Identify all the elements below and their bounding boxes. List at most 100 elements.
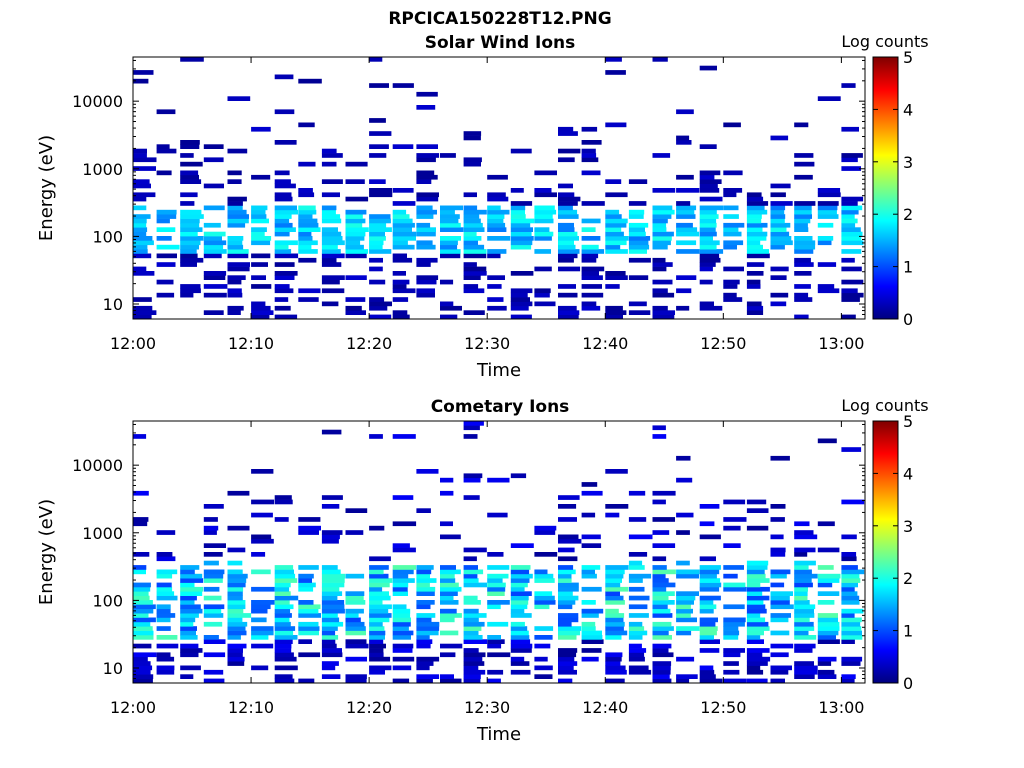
heatmap-cell	[369, 586, 383, 592]
heatmap-cell	[416, 292, 435, 298]
heatmap-cell	[416, 674, 440, 679]
heatmap-cell	[841, 635, 863, 640]
heatmap-cell	[487, 275, 505, 280]
heatmap-cell	[605, 586, 629, 592]
heatmap-cell	[534, 205, 555, 211]
heatmap-cell	[463, 652, 486, 658]
heatmap-cell	[605, 227, 622, 232]
heatmap-cell	[723, 604, 745, 610]
heatmap-cell	[628, 613, 649, 618]
heatmap-cell	[676, 209, 695, 215]
heatmap-cell	[817, 205, 838, 211]
heatmap-cell	[133, 148, 147, 154]
heatmap-cell	[605, 578, 622, 583]
heatmap-cell	[463, 578, 479, 583]
heatmap-cell	[628, 201, 647, 206]
heatmap-cell	[227, 148, 248, 154]
heatmap-cell	[392, 279, 410, 285]
heatmap-cell	[227, 591, 243, 596]
heatmap-cell	[558, 305, 577, 311]
heatmap-cell	[369, 131, 392, 136]
heatmap-cell	[676, 512, 694, 518]
heatmap-cell	[676, 573, 699, 579]
heatmap-cell	[558, 648, 578, 653]
heatmap-cell	[463, 565, 478, 570]
heatmap-cell	[463, 288, 485, 294]
heatmap-cell	[534, 209, 557, 215]
heatmap-cell	[794, 560, 816, 566]
heatmap-cell	[652, 222, 667, 228]
heatmap-cell	[463, 678, 481, 684]
heatmap-cell	[628, 222, 649, 228]
heatmap-cell	[817, 674, 837, 679]
heatmap-cell	[628, 669, 652, 675]
heatmap-cell	[321, 595, 338, 601]
heatmap-cell	[440, 244, 458, 250]
heatmap-cell	[652, 425, 666, 431]
x-tick-label: 12:00	[110, 334, 156, 353]
heatmap-cell	[699, 674, 716, 679]
heatmap-cell	[746, 301, 762, 307]
heatmap-cell	[369, 57, 383, 62]
heatmap-cell	[510, 240, 533, 246]
heatmap-cell	[227, 573, 248, 579]
heatmap-cell	[440, 613, 462, 618]
heatmap-cell	[581, 639, 604, 644]
heatmap-cell	[133, 153, 147, 158]
heatmap-cell	[133, 595, 150, 601]
heatmap-cell	[369, 434, 383, 439]
heatmap-cell	[298, 582, 316, 588]
heatmap-cell	[321, 608, 345, 614]
heatmap-cell	[581, 512, 596, 518]
heatmap-cell	[180, 621, 194, 627]
heatmap-cell	[274, 565, 294, 570]
heatmap-cell	[746, 196, 764, 202]
heatmap-cell	[227, 656, 245, 662]
heatmap-cell	[841, 218, 858, 224]
heatmap-cell	[180, 586, 204, 592]
heatmap-cell	[392, 569, 414, 575]
heatmap-cell	[841, 674, 856, 679]
heatmap-cell	[746, 262, 765, 267]
heatmap-cell	[274, 231, 290, 237]
heatmap-cell	[510, 608, 525, 614]
heatmap-cell	[251, 209, 266, 215]
heatmap-cell	[392, 543, 410, 548]
heatmap-cell	[227, 214, 249, 219]
heatmap-cell	[133, 222, 147, 228]
heatmap-cell	[416, 231, 436, 237]
heatmap-cell	[794, 240, 816, 246]
heatmap-cell	[227, 249, 249, 254]
heatmap-cell	[487, 249, 507, 254]
heatmap-cell	[180, 222, 200, 228]
heatmap-cell	[392, 547, 416, 553]
panel-title: Solar Wind Ions	[425, 33, 576, 53]
heatmap-cell	[369, 569, 384, 575]
heatmap-cell	[723, 621, 745, 627]
heatmap-cell	[416, 643, 431, 649]
heatmap-cell	[180, 613, 199, 618]
heatmap-cell	[369, 144, 389, 149]
heatmap-cell	[133, 652, 157, 658]
heatmap-cell	[628, 586, 645, 592]
heatmap-cell	[558, 600, 576, 605]
heatmap-cell	[652, 490, 676, 496]
heatmap-cell	[605, 70, 626, 75]
heatmap-cell	[723, 499, 746, 505]
heatmap-cell	[180, 192, 198, 198]
heatmap-cell	[534, 218, 554, 224]
heatmap-cell	[440, 249, 461, 254]
heatmap-cell	[251, 301, 266, 307]
panel-title: Cometary Ions	[431, 397, 570, 417]
heatmap-cell	[841, 196, 864, 202]
heatmap-cell	[180, 674, 194, 679]
heatmap-cell	[841, 595, 860, 601]
y-tick-label: 10000	[72, 456, 123, 475]
heatmap-cell	[746, 305, 764, 311]
heatmap-cell	[345, 249, 369, 254]
heatmap-cell	[274, 222, 293, 228]
heatmap-cell	[723, 205, 739, 211]
heatmap-cell	[227, 648, 243, 653]
heatmap-cell	[746, 630, 764, 636]
heatmap-cell	[723, 617, 746, 623]
